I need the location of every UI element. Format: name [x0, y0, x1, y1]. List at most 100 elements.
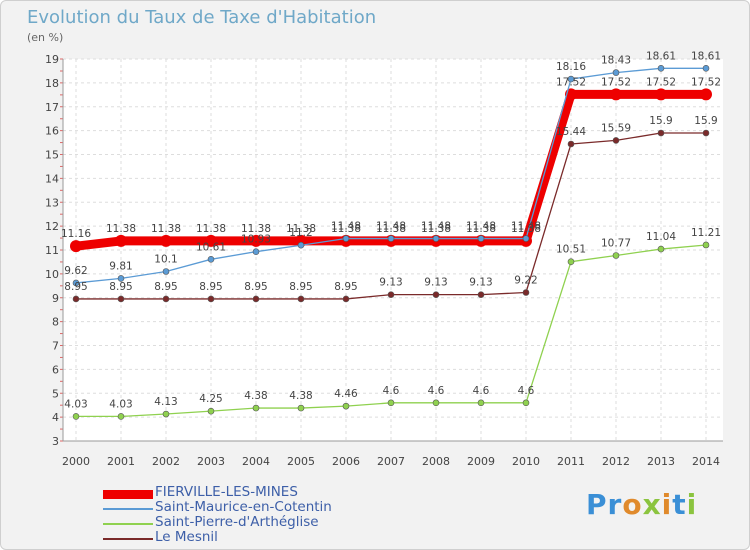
data-point [207, 295, 215, 303]
data-point [297, 404, 305, 412]
data-point [477, 291, 485, 298]
data-label: 15.44 [556, 126, 586, 138]
y-tick-label: 7 [52, 340, 59, 353]
data-label: 17.52 [556, 76, 586, 88]
chart-title: Evolution du Taux de Taxe d'Habitation [27, 7, 377, 28]
legend-label: Saint-Pierre-d'Arthéglise [155, 514, 319, 530]
data-point [387, 235, 395, 242]
data-point [117, 275, 125, 282]
data-point [250, 234, 262, 247]
data-point [117, 295, 125, 303]
data-point [702, 129, 710, 137]
data-label: 17.52 [646, 76, 676, 88]
data-label: 11.48 [421, 221, 451, 233]
y-tick-label: 5 [52, 387, 59, 400]
data-point [207, 256, 215, 263]
data-label: 11.04 [646, 231, 676, 243]
data-label: 4.03 [64, 398, 87, 410]
data-label: 8.95 [244, 281, 267, 293]
data-label: 8.95 [64, 281, 87, 293]
x-tick-label: 2000 [62, 455, 90, 468]
data-point [117, 413, 125, 420]
data-label: 11.38 [376, 223, 406, 235]
data-label: 11.48 [331, 221, 361, 233]
data-point [432, 399, 440, 407]
data-label: 11.38 [331, 223, 361, 235]
data-label: 15.9 [694, 115, 717, 127]
data-label: 11.38 [421, 223, 451, 235]
data-label: 11.2 [289, 227, 312, 239]
data-label: 4.6 [473, 385, 490, 397]
data-label: 4.38 [289, 390, 312, 402]
data-point [252, 248, 260, 255]
data-label: 11.38 [511, 223, 541, 235]
data-label: 18.61 [646, 50, 676, 62]
data-label: 10.1 [154, 253, 177, 265]
y-tick-label: 3 [52, 435, 59, 448]
data-label: 11.38 [241, 223, 271, 235]
data-label: 11.38 [466, 223, 496, 235]
data-point [612, 137, 620, 144]
data-point [297, 295, 305, 303]
data-label: 11.38 [286, 223, 316, 235]
x-tick-label: 2007 [377, 455, 405, 468]
data-label: 9.62 [64, 265, 87, 277]
data-point [610, 88, 622, 101]
data-label: 11.48 [376, 221, 406, 233]
data-point [612, 69, 620, 76]
data-point [702, 65, 710, 72]
data-label: 8.95 [334, 281, 357, 293]
data-label: 11.48 [466, 221, 496, 233]
data-label: 8.95 [109, 281, 132, 293]
legend-label: FIERVILLE-LES-MINES [155, 484, 298, 500]
y-tick-label: 10 [45, 268, 59, 281]
y-tick-label: 9 [52, 292, 59, 305]
legend-label: Saint-Maurice-en-Cotentin [155, 499, 332, 515]
data-point [432, 291, 440, 298]
data-label: 4.6 [383, 385, 400, 397]
data-label: 15.59 [601, 122, 631, 134]
x-tick-label: 2012 [602, 455, 630, 468]
y-tick-label: 13 [45, 196, 59, 209]
data-label: 4.6 [428, 385, 445, 397]
legend-swatch [103, 508, 153, 510]
data-label: 4.38 [244, 390, 267, 402]
data-point [567, 140, 575, 148]
data-point [162, 268, 170, 275]
data-point [567, 75, 575, 83]
data-label: 9.81 [109, 260, 132, 272]
data-point [702, 241, 710, 249]
data-point [657, 65, 665, 72]
data-label: 11.21 [691, 227, 721, 239]
y-tick-label: 14 [45, 172, 59, 185]
data-label: 4.03 [109, 398, 132, 410]
x-tick-label: 2002 [152, 455, 180, 468]
data-label: 11.38 [151, 223, 181, 235]
x-tick-label: 2005 [287, 455, 315, 468]
x-tick-label: 2004 [242, 455, 270, 468]
data-point [252, 404, 260, 412]
data-label: 9.13 [469, 277, 492, 289]
data-point [342, 235, 350, 242]
data-label: 11.16 [61, 228, 91, 240]
data-point [207, 407, 215, 415]
legend-swatch [103, 538, 153, 540]
x-tick-label: 2001 [107, 455, 135, 468]
data-label: 9.22 [514, 274, 537, 286]
data-label: 4.6 [518, 385, 535, 397]
data-label: 10.51 [556, 244, 586, 256]
data-point [342, 295, 350, 303]
data-point [297, 241, 305, 249]
data-label: 10.77 [601, 237, 631, 249]
y-tick-label: 11 [45, 244, 59, 257]
data-point [612, 252, 620, 259]
data-point [700, 88, 712, 101]
data-label: 18.16 [556, 61, 586, 73]
y-tick-label: 16 [45, 125, 59, 138]
y-tick-label: 19 [45, 53, 59, 66]
data-label: 11.48 [511, 221, 541, 233]
data-point [162, 410, 170, 418]
data-point [432, 235, 440, 242]
data-point [252, 295, 260, 303]
